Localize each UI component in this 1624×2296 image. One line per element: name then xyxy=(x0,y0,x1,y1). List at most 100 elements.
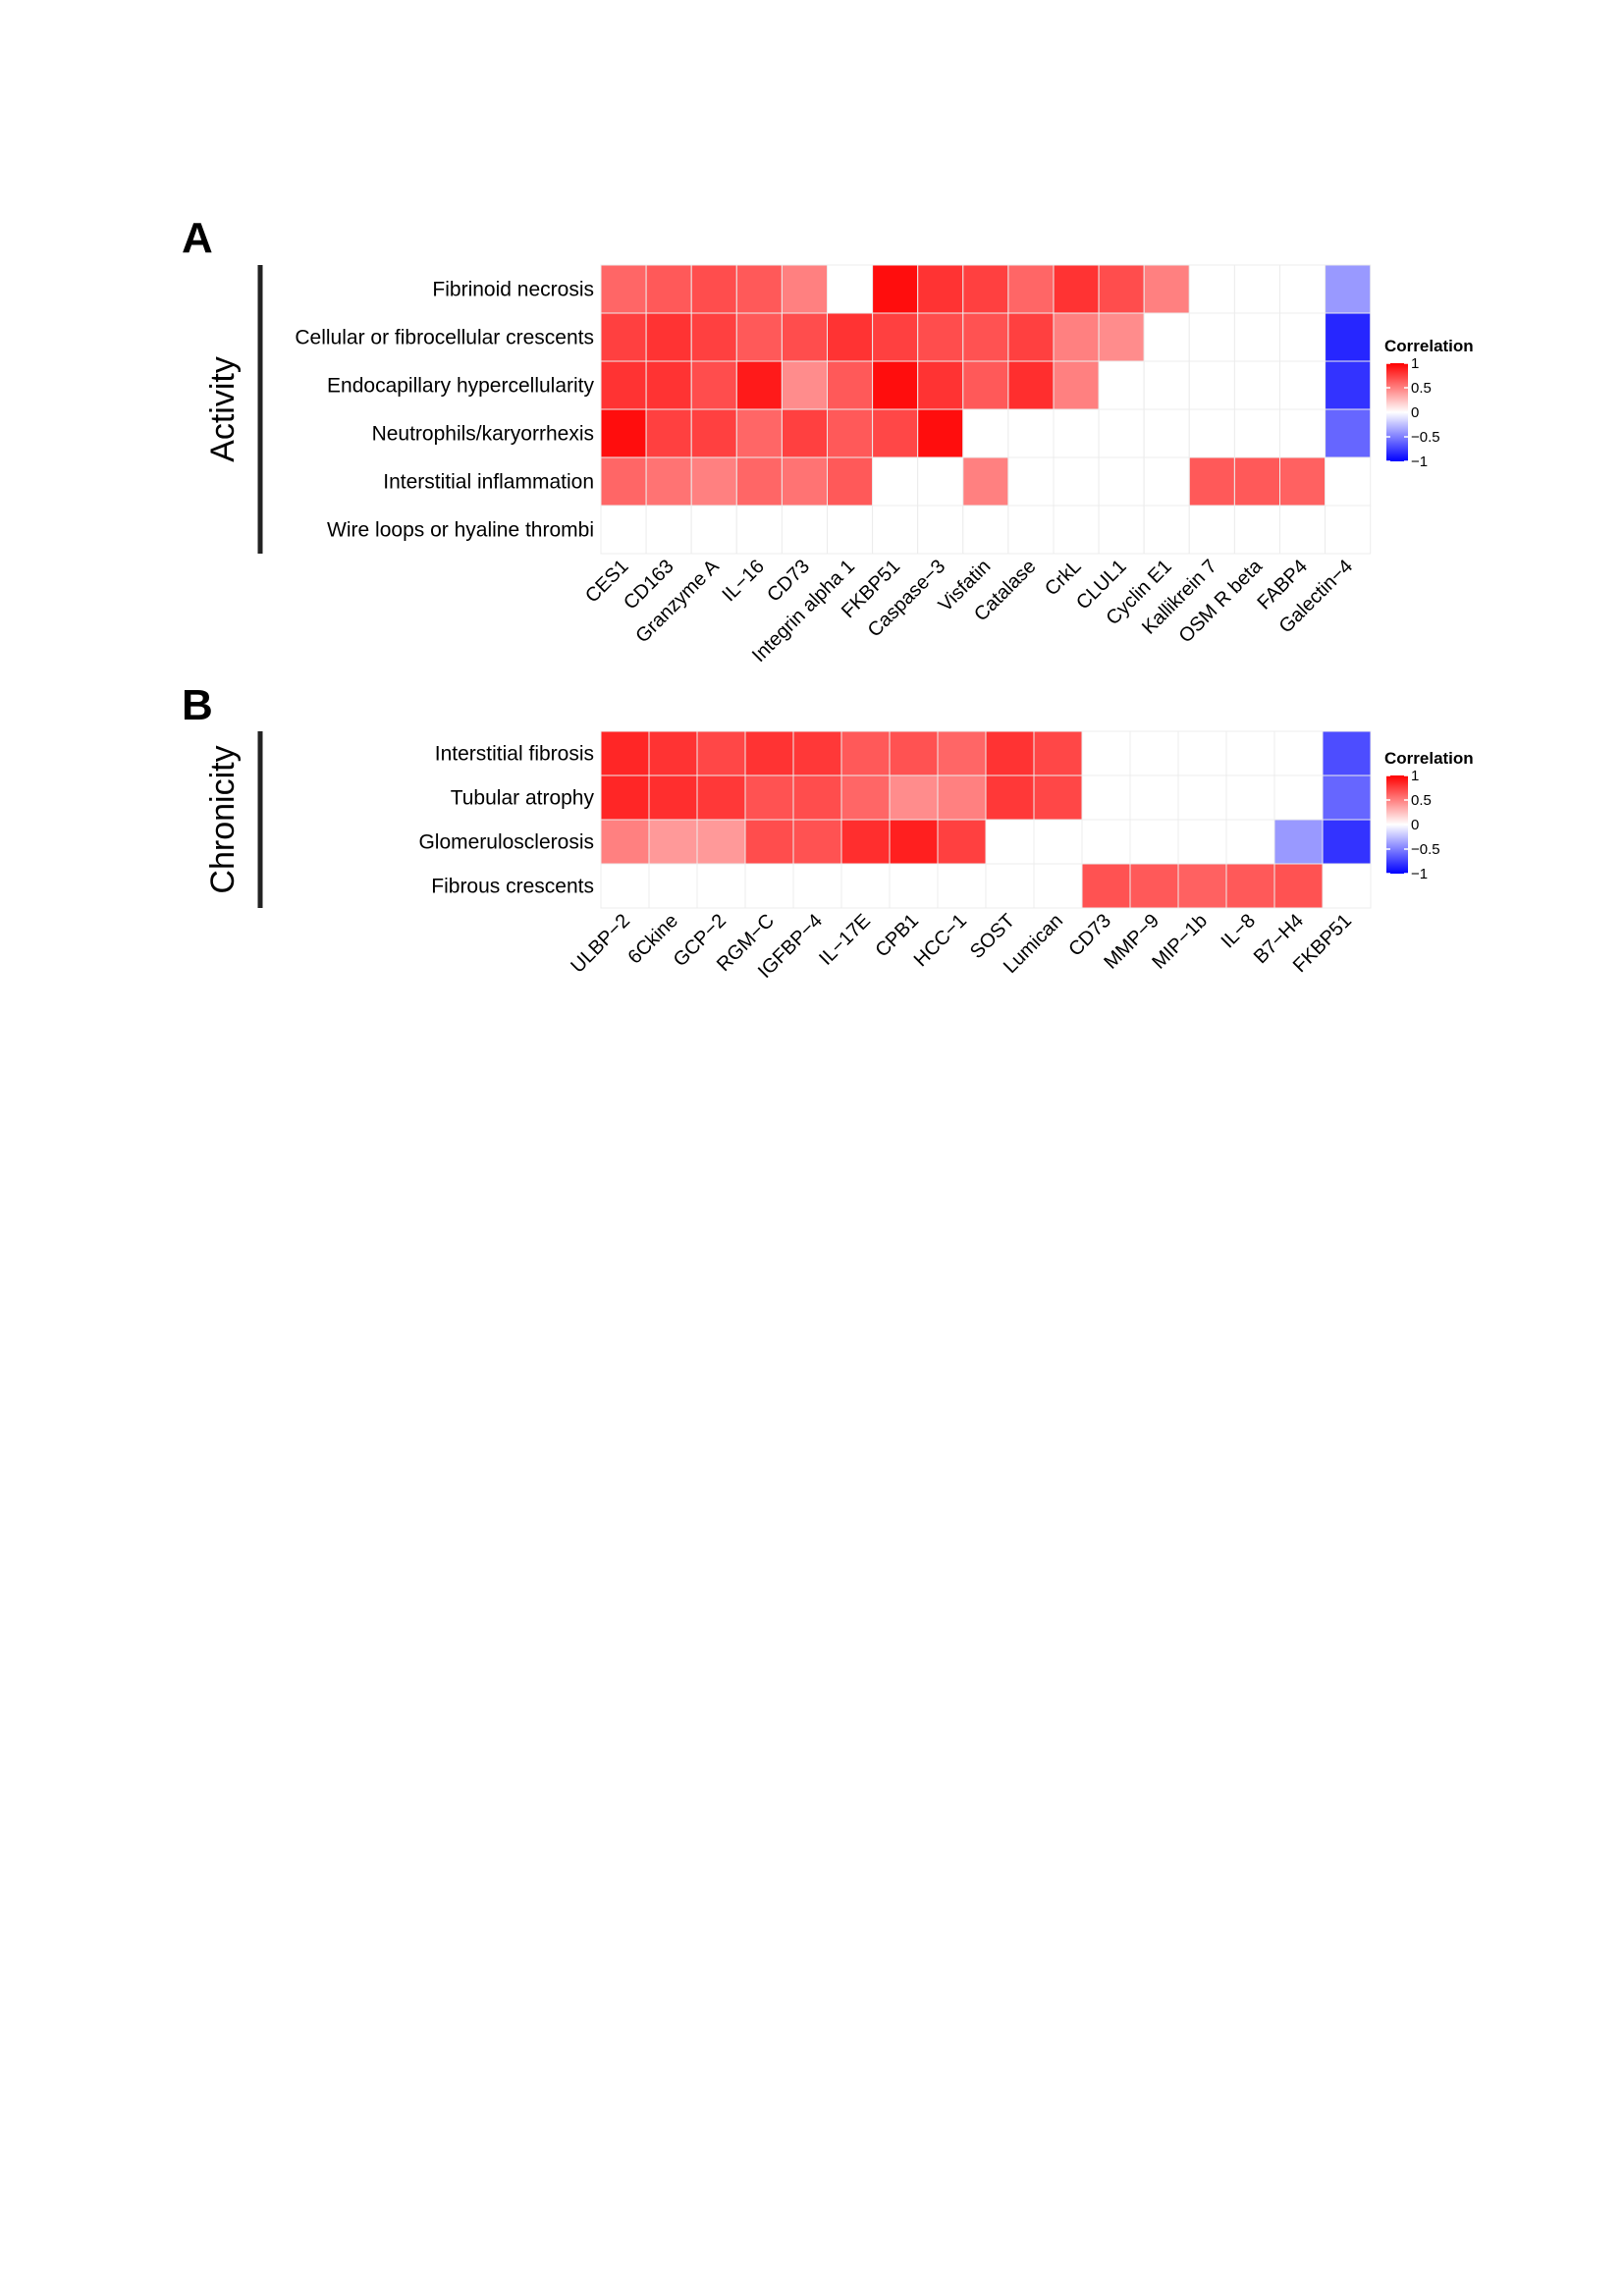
heatmap-cell xyxy=(600,456,647,507)
heatmap-cell xyxy=(962,360,1009,410)
heatmap-cell xyxy=(917,408,964,458)
heatmap-cell xyxy=(1143,456,1190,507)
heatmap-cell xyxy=(1188,264,1235,314)
heatmap-cell xyxy=(645,360,692,410)
heatmap-cell xyxy=(840,774,891,821)
heatmap-cell xyxy=(1188,505,1235,555)
heatmap-cell xyxy=(985,774,1035,821)
heatmap-cell xyxy=(1129,730,1179,776)
heatmap-cell xyxy=(1325,360,1372,410)
heatmap-cell xyxy=(827,408,874,458)
legend-tick-label: 1 xyxy=(1411,355,1419,372)
heatmap-cell xyxy=(889,730,939,776)
heatmap-cell xyxy=(1188,408,1235,458)
heatmap-cell xyxy=(1233,312,1281,362)
heatmap-cell xyxy=(917,312,964,362)
heatmap-cell xyxy=(962,312,1009,362)
heatmap-cell xyxy=(690,264,737,314)
heatmap-cell xyxy=(1033,863,1083,909)
heatmap-cell xyxy=(600,730,650,776)
heatmap-cell xyxy=(872,456,919,507)
heatmap-cell xyxy=(1279,264,1326,314)
heatmap-cell xyxy=(1143,360,1190,410)
heatmap-cell xyxy=(1188,360,1235,410)
heatmap-cell xyxy=(1233,360,1281,410)
heatmap-cell xyxy=(889,774,939,821)
heatmap-cell xyxy=(1053,408,1100,458)
heatmap-cell xyxy=(1143,312,1190,362)
heatmap-cell xyxy=(1081,863,1131,909)
heatmap-cell xyxy=(1279,312,1326,362)
heatmap-cell xyxy=(645,264,692,314)
heatmap-cell xyxy=(1177,774,1227,821)
legend-title: Correlation xyxy=(1384,749,1474,768)
heatmap-cell xyxy=(1225,863,1275,909)
heatmap-cell xyxy=(1325,408,1372,458)
heatmap-cell xyxy=(1177,730,1227,776)
heatmap-cell xyxy=(985,819,1035,865)
heatmap-cell xyxy=(1098,312,1145,362)
heatmap-cell xyxy=(872,264,919,314)
heatmap-cell xyxy=(872,360,919,410)
heatmap-cell xyxy=(645,456,692,507)
heatmap-cell xyxy=(1279,360,1326,410)
heatmap-cell xyxy=(1322,730,1372,776)
heatmap-cell xyxy=(1007,312,1055,362)
heatmap-cell xyxy=(1053,360,1100,410)
heatmap-cell xyxy=(937,819,987,865)
heatmap-cell xyxy=(985,730,1035,776)
panel-b: B Chronicity Interstitial fibrosis Tubular … xyxy=(182,681,1474,983)
heatmap-cell xyxy=(840,730,891,776)
legend-tick-label: 0 xyxy=(1411,404,1419,421)
heatmap-cell xyxy=(1098,505,1145,555)
heatmap-cell xyxy=(1279,408,1326,458)
heatmap-cell xyxy=(1098,264,1145,314)
heatmap-cell xyxy=(889,819,939,865)
heatmap-cell xyxy=(1098,456,1145,507)
column-label: IL−17E xyxy=(815,910,875,970)
heatmap-cell xyxy=(744,730,794,776)
heatmap-cell xyxy=(781,408,829,458)
group-label: Chronicity xyxy=(204,745,242,893)
heatmap-cell xyxy=(1233,505,1281,555)
heatmap-cell xyxy=(792,730,842,776)
row-label: Endocapillary hypercellularity xyxy=(327,375,594,398)
legend-tick-label: 0 xyxy=(1411,817,1419,833)
heatmap-cell xyxy=(1033,730,1083,776)
column-label: IL−16 xyxy=(719,556,769,606)
heatmap-cell xyxy=(937,730,987,776)
heatmap-cell xyxy=(1007,264,1055,314)
heatmap-cell xyxy=(781,264,829,314)
heatmap-cell xyxy=(1225,774,1275,821)
legend-tick-label: −0.5 xyxy=(1411,841,1440,858)
heatmap-cell xyxy=(937,774,987,821)
heatmap-cell xyxy=(792,863,842,909)
heatmap-cell xyxy=(696,774,746,821)
heatmap-cell xyxy=(648,774,698,821)
heatmap-cell xyxy=(917,505,964,555)
heatmap-cell xyxy=(696,863,746,909)
group-label: Activity xyxy=(204,356,242,462)
heatmap-cell xyxy=(1053,264,1100,314)
heatmap-cell xyxy=(781,312,829,362)
heatmap-cell xyxy=(735,456,783,507)
heatmap-cell xyxy=(840,863,891,909)
heatmap-cell xyxy=(1143,505,1190,555)
heatmap-cell xyxy=(735,408,783,458)
heatmap-cell xyxy=(1053,505,1100,555)
heatmap-cell xyxy=(781,456,829,507)
heatmap-cell xyxy=(872,505,919,555)
heatmap-cell xyxy=(917,264,964,314)
heatmap-cell xyxy=(1279,456,1326,507)
heatmap-cell xyxy=(937,863,987,909)
heatmap-cell xyxy=(792,819,842,865)
heatmap-cell xyxy=(962,408,1009,458)
heatmap-cell xyxy=(645,505,692,555)
row-label: Interstitial inflammation xyxy=(383,471,594,494)
heatmap-cell xyxy=(600,408,647,458)
heatmap-cell xyxy=(917,360,964,410)
row-label: Tubular atrophy xyxy=(451,787,595,810)
heatmap-cell xyxy=(1279,505,1326,555)
heatmap-cell xyxy=(690,360,737,410)
